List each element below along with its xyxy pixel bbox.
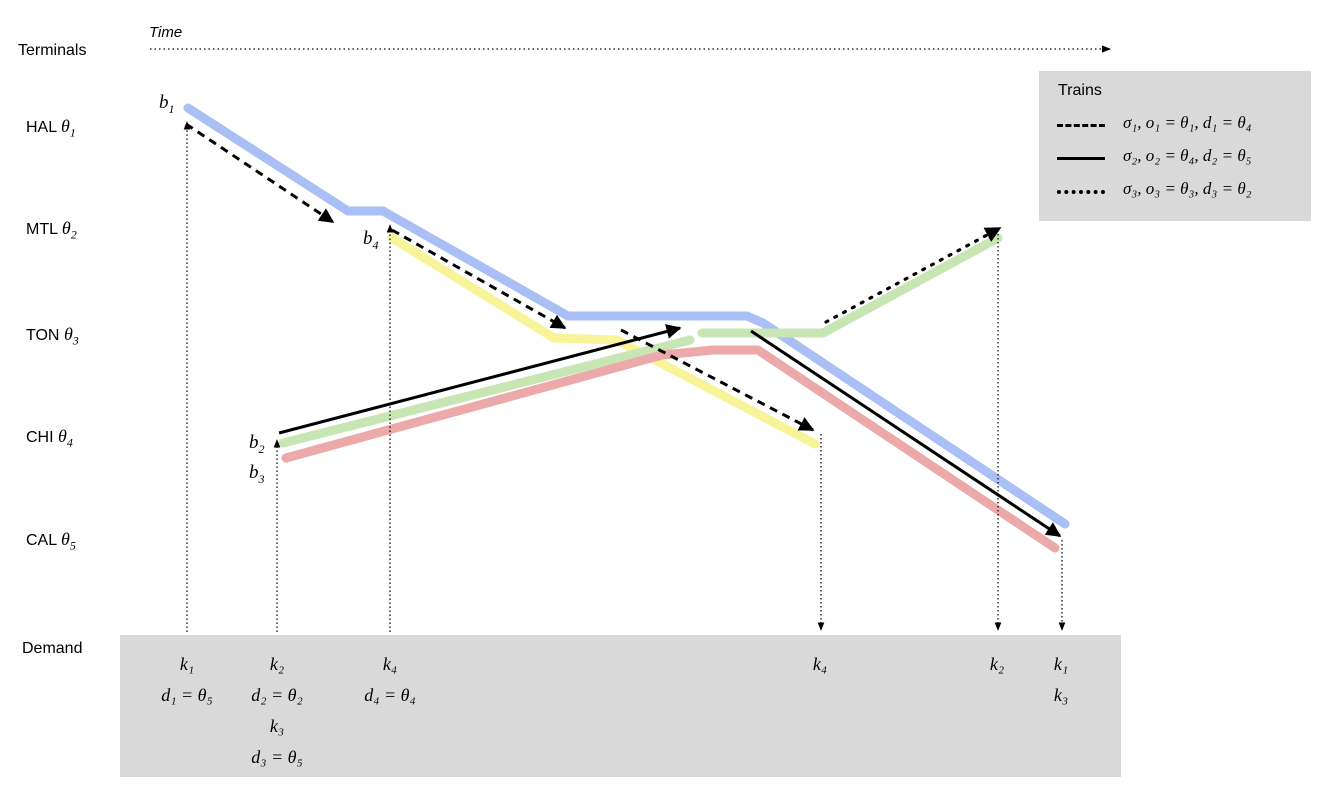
demand-col-1: k₁ d₁ = θ₅ [137, 649, 237, 711]
terminal-label-hal: HAL θ1 [26, 116, 76, 140]
demand-col-5: k₂ [967, 649, 1027, 680]
train-sigma2-arrow-a [278, 324, 682, 435]
legend-swatch-solid [1057, 157, 1105, 160]
train-sigma1-arrow-c [620, 328, 815, 432]
legend-swatch-dotted [1057, 190, 1105, 194]
demand-item: k₁ [1053, 654, 1069, 674]
demand-item: k₄ [812, 654, 828, 674]
batch-path-green-2 [697, 233, 1003, 338]
demand-box [120, 635, 1121, 777]
legend-text-sigma1: σ₁, o₁ = θ₁, d₁ = θ₄ [1123, 113, 1252, 132]
batch-label-b1: b1 [159, 92, 175, 116]
batch-path-blue [183, 103, 1070, 529]
terminal-label-chi: CHI θ4 [26, 426, 73, 450]
demand-col-6: k₁ k₃ [1031, 649, 1091, 711]
batch-path-green-1 [278, 335, 695, 448]
demand-item: d₂ = θ₂ [251, 685, 303, 705]
demand-col-3: k₄ d₄ = θ₄ [340, 649, 440, 711]
time-axis-label: Time [149, 24, 183, 41]
terminals-axis-title: Terminals [18, 42, 87, 59]
demand-item: d₄ = θ₄ [364, 685, 416, 705]
demand-item: k₄ [382, 654, 398, 674]
train-sigma1-arrow-a [185, 122, 335, 224]
demand-item: k₂ [269, 654, 285, 674]
demand-item: k₂ [989, 654, 1005, 674]
demand-col-4: k₄ [790, 649, 850, 680]
terminal-label-cal: CAL θ5 [26, 529, 76, 553]
legend-text-sigma2: σ₂, o₂ = θ₄, d₂ = θ₅ [1123, 146, 1252, 165]
demand-item: k₁ [179, 654, 195, 674]
train-sigma2-arrow-b [750, 329, 1062, 538]
demand-item: d₃ = θ₅ [251, 747, 303, 767]
trains-legend: Trains σ₁, o₁ = θ₁, d₁ = θ₄ σ₂, o₂ = θ₄,… [1039, 71, 1311, 221]
batch-path-yellow [387, 233, 820, 449]
legend-title: Trains [1058, 82, 1102, 99]
demand-item: k₃ [1053, 685, 1069, 705]
batch-label-b4: b4 [363, 228, 379, 252]
legend-swatch-dashed [1057, 124, 1105, 127]
batch-path-red [281, 345, 1060, 553]
demand-item: d₁ = θ₅ [161, 685, 213, 705]
terminal-label-mtl: MTL θ2 [26, 218, 77, 242]
train-sigma1-arrow-b [391, 228, 567, 330]
demand-col-2: k₂ d₂ = θ₂ k₃ d₃ = θ₅ [227, 649, 327, 773]
legend-text-sigma3: σ₃, o₃ = θ₃, d₃ = θ₂ [1123, 179, 1252, 198]
demand-item: k₃ [269, 716, 285, 736]
train-sigma3-arrow [824, 226, 1002, 324]
demand-label: Demand [22, 640, 83, 657]
batch-label-b2: b2 [249, 432, 265, 456]
batch-label-b3: b3 [249, 462, 265, 486]
terminal-label-ton: TON θ3 [26, 324, 79, 348]
